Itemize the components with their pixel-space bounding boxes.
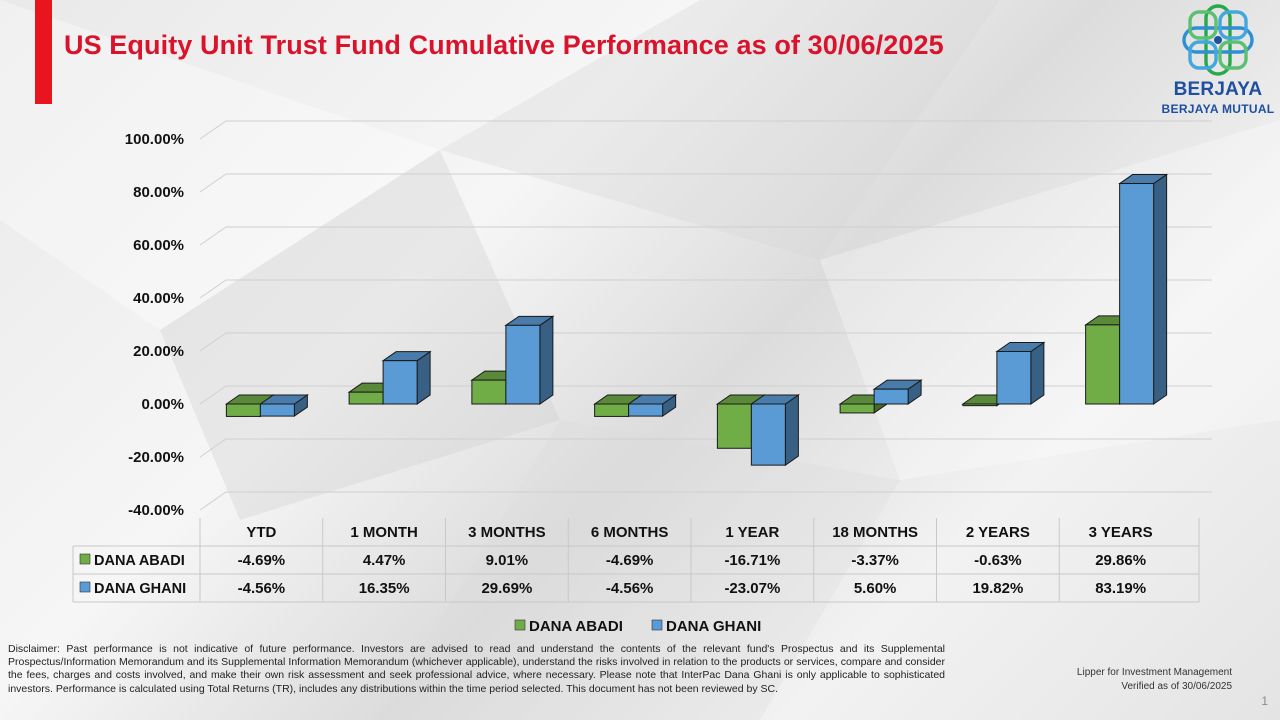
data-label: 29.69% xyxy=(481,580,532,597)
logo-subtitle: BERJAYA MUTUAL xyxy=(1161,102,1275,116)
data-label: -4.69% xyxy=(606,552,654,569)
y-tick-label: -40.00% xyxy=(128,502,184,519)
x-category-label: 1 YEAR xyxy=(725,524,779,541)
logo-emblem-icon xyxy=(1182,4,1254,76)
table-legend-swatch xyxy=(79,581,91,593)
data-label: -3.37% xyxy=(851,552,899,569)
bar-dana-abadi xyxy=(962,403,998,407)
data-label: -4.69% xyxy=(238,552,286,569)
y-tick-label: 100.00% xyxy=(125,131,184,148)
table-series-name: DANA ABADI xyxy=(94,553,185,569)
y-tick-label: 40.00% xyxy=(133,290,184,307)
source-note: Lipper for Investment Management Verifie… xyxy=(1077,666,1232,694)
y-tick-label: 0.00% xyxy=(141,396,184,413)
bar-dana-ghani xyxy=(996,350,1032,405)
bar-dana-abadi xyxy=(594,403,630,417)
y-tick-label: 60.00% xyxy=(133,237,184,254)
bar-dana-ghani xyxy=(628,403,664,417)
bar-dana-abadi xyxy=(839,403,875,414)
page-title: US Equity Unit Trust Fund Cumulative Per… xyxy=(64,30,944,60)
gridline xyxy=(199,438,1212,458)
data-label: -4.56% xyxy=(606,580,654,597)
gridline xyxy=(199,279,1212,299)
page-number: 1 xyxy=(1261,694,1268,708)
bar-dana-abadi xyxy=(471,379,507,405)
legend-swatch xyxy=(514,619,526,631)
bar-dana-ghani xyxy=(259,403,295,417)
bar-side xyxy=(539,315,554,405)
data-label: 16.35% xyxy=(359,580,410,597)
x-category-label: 3 MONTHS xyxy=(468,524,546,541)
y-tick-label: 80.00% xyxy=(133,184,184,201)
y-tick-label: 20.00% xyxy=(133,343,184,360)
performance-chart: 100.00% 80.00% 60.00% 40.00% 20.00% 0.00% -20.… xyxy=(72,120,1212,635)
table-series-name: DANA GHANI xyxy=(94,581,186,597)
data-label: 9.01% xyxy=(486,552,529,569)
gridline xyxy=(199,332,1212,352)
bar-side xyxy=(1153,173,1168,405)
data-label: 4.47% xyxy=(363,552,406,569)
title-accent-bar xyxy=(35,0,52,104)
bar-side xyxy=(1030,341,1045,405)
disclaimer-text: Disclaimer: Past performance is not indi… xyxy=(8,643,945,695)
bar-side xyxy=(784,394,799,467)
bar-dana-abadi xyxy=(716,403,752,449)
data-label: -16.71% xyxy=(724,552,780,569)
bar-dana-ghani xyxy=(1119,183,1155,405)
data-label: 83.19% xyxy=(1095,580,1146,597)
data-label: 19.82% xyxy=(972,580,1023,597)
legend-label: DANA ABADI xyxy=(529,618,623,635)
gridline xyxy=(199,120,1212,140)
x-category-label: 6 MONTHS xyxy=(591,524,669,541)
data-label: 29.86% xyxy=(1095,552,1146,569)
bar-dana-ghani xyxy=(382,360,418,405)
source-line-1: Lipper for Investment Management xyxy=(1076,667,1232,678)
x-category-label: 3 YEARS xyxy=(1089,524,1153,541)
x-category-label: 18 MONTHS xyxy=(832,524,918,541)
legend-label: DANA GHANI xyxy=(666,618,761,635)
data-label: -23.07% xyxy=(724,580,780,597)
gridline xyxy=(199,491,1212,511)
bar-dana-ghani xyxy=(873,388,909,405)
x-category-label: 1 MONTH xyxy=(350,524,418,541)
bar-dana-abadi xyxy=(348,391,384,405)
y-tick-label: -20.00% xyxy=(128,449,184,466)
data-label: -0.63% xyxy=(974,552,1022,569)
berjaya-logo: BERJAYA BERJAYA MUTUAL xyxy=(1158,4,1278,116)
bar-dana-ghani xyxy=(750,403,786,466)
gridline xyxy=(199,173,1212,193)
logo-name: BERJAYA xyxy=(1173,79,1263,100)
x-category-label: 2 YEARS xyxy=(966,524,1030,541)
legend-swatch xyxy=(651,619,663,631)
gridline xyxy=(199,226,1212,246)
bar-dana-ghani xyxy=(505,324,541,405)
bar-dana-abadi xyxy=(1085,324,1121,405)
bar-dana-abadi xyxy=(225,403,261,417)
x-category-label: YTD xyxy=(246,524,276,541)
data-label: -4.56% xyxy=(238,580,286,597)
data-label: 5.60% xyxy=(854,580,897,597)
table-legend-swatch xyxy=(79,553,91,565)
source-line-2: Verified as of 30/06/2025 xyxy=(1121,681,1232,692)
